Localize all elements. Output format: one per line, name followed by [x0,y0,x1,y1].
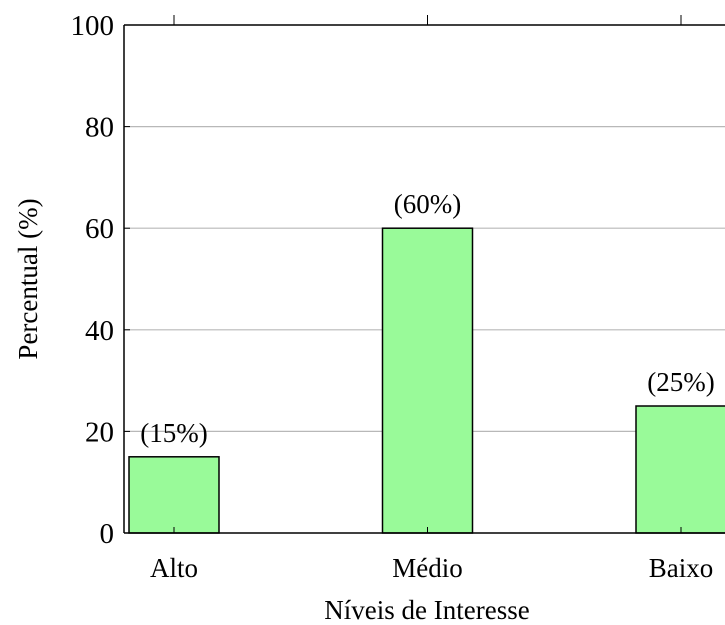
y-tick-label: 0 [100,518,115,550]
x-tick-label: Alto [150,553,198,583]
data-label: (60%) [394,189,461,219]
x-tick-label: Baixo [649,553,714,583]
y-tick-labels: 0 20 40 60 80 100 [71,10,115,550]
y-tick-label: 80 [85,112,114,144]
data-label: (15%) [140,418,207,448]
bar-médio [381,227,474,534]
y-axis-title: Percentual (%) [13,198,43,359]
bar-alto [128,456,220,534]
x-tick-labels: Alto Médio Baixo [150,553,713,583]
y-tick-label: 20 [85,416,114,448]
bar-baixo [635,405,725,534]
bars [128,227,725,534]
axes [123,15,725,534]
data-label: (25%) [647,367,714,397]
y-tick-label: 40 [85,315,114,347]
x-tick-label: Médio [392,553,463,583]
x-axis-title: Níveis de Interesse [324,595,529,625]
data-labels: (15%) (60%) (25%) [140,189,714,448]
y-tick-label: 100 [71,10,115,42]
y-tick-label: 60 [85,213,114,245]
